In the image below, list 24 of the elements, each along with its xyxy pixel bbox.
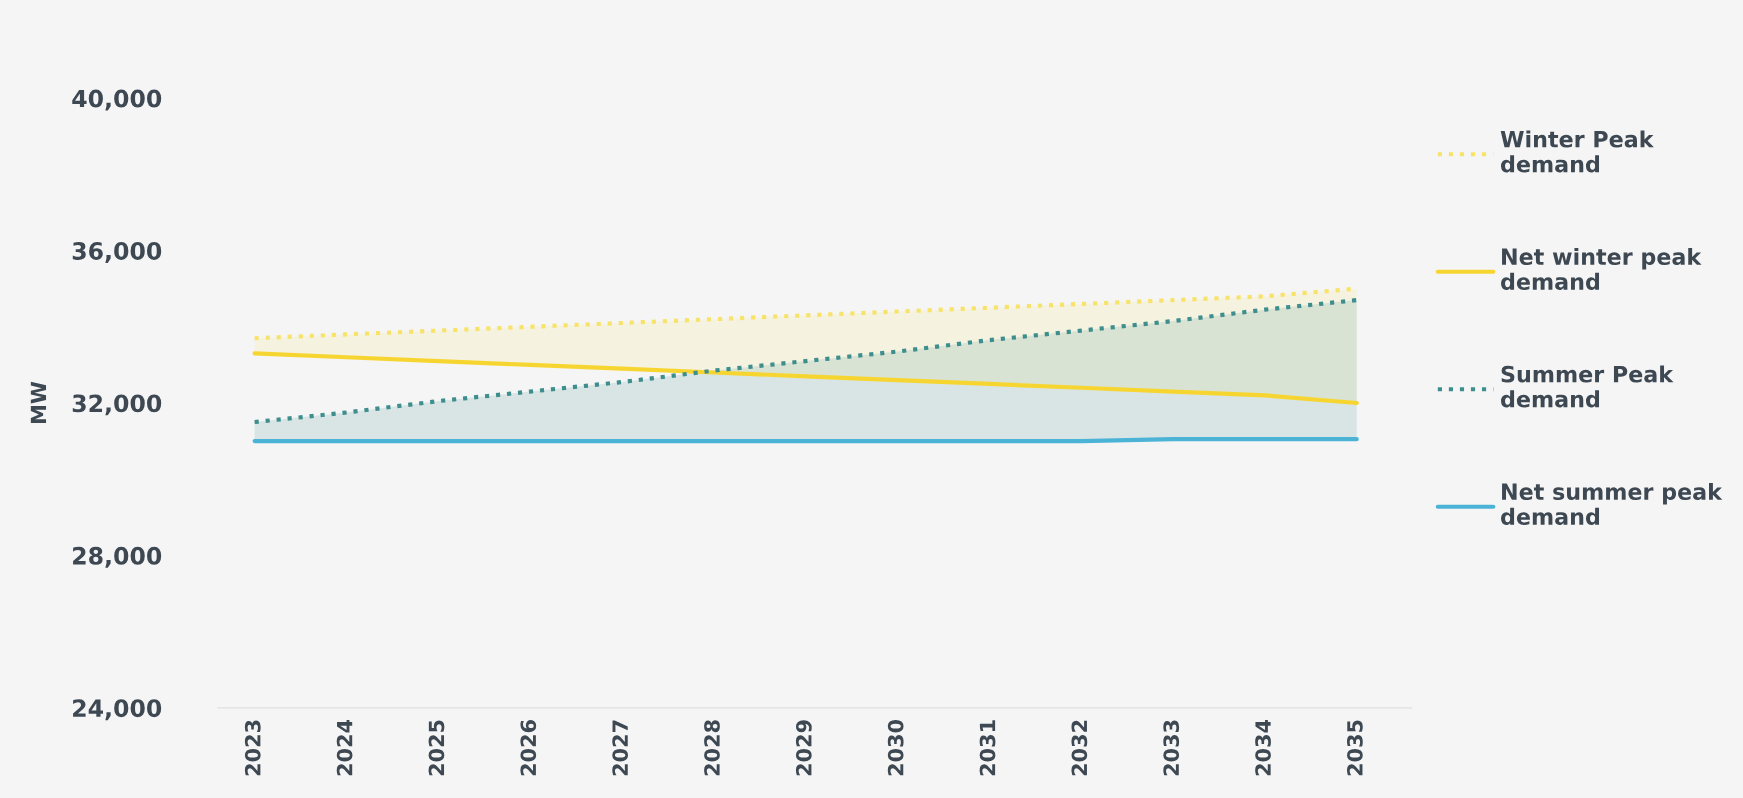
x-tick-label: 2026 — [520, 720, 537, 776]
x-tick-label: 2035 — [1347, 720, 1363, 776]
y-tick-label: 40,000 — [72, 89, 162, 111]
x-tick-label: 2029 — [795, 720, 812, 776]
y-tick-label: 32,000 — [72, 394, 162, 416]
x-tick-label: 2031 — [979, 720, 996, 776]
line-series — [252, 351, 1359, 406]
y-tick-label: 36,000 — [72, 242, 162, 263]
y-axis-title: MW — [30, 381, 47, 423]
y-tick-label: 28,000 — [73, 546, 162, 568]
x-tick-label: 2030 — [887, 719, 904, 776]
x-tick-label: 2034 — [1255, 719, 1271, 776]
x-tick-label: 2027 — [612, 720, 629, 776]
legend-label: Net winter peak demand — [1501, 247, 1702, 290]
legend-label: Summer Peak demand — [1501, 365, 1674, 408]
x-tick-label: 2032 — [1071, 720, 1088, 776]
x-tick-label: 2033 — [1163, 720, 1180, 776]
y-tick-label: 24,000 — [73, 699, 162, 721]
x-tick-label: 2028 — [704, 720, 720, 776]
legend-label: Net summer peak demand — [1501, 482, 1723, 525]
x-tick-label: 2025 — [428, 720, 445, 776]
x-tick-label: 2023 — [244, 720, 261, 776]
x-tick-label: 2024 — [336, 719, 353, 776]
legend-label: Winter Peak demand — [1500, 130, 1654, 173]
